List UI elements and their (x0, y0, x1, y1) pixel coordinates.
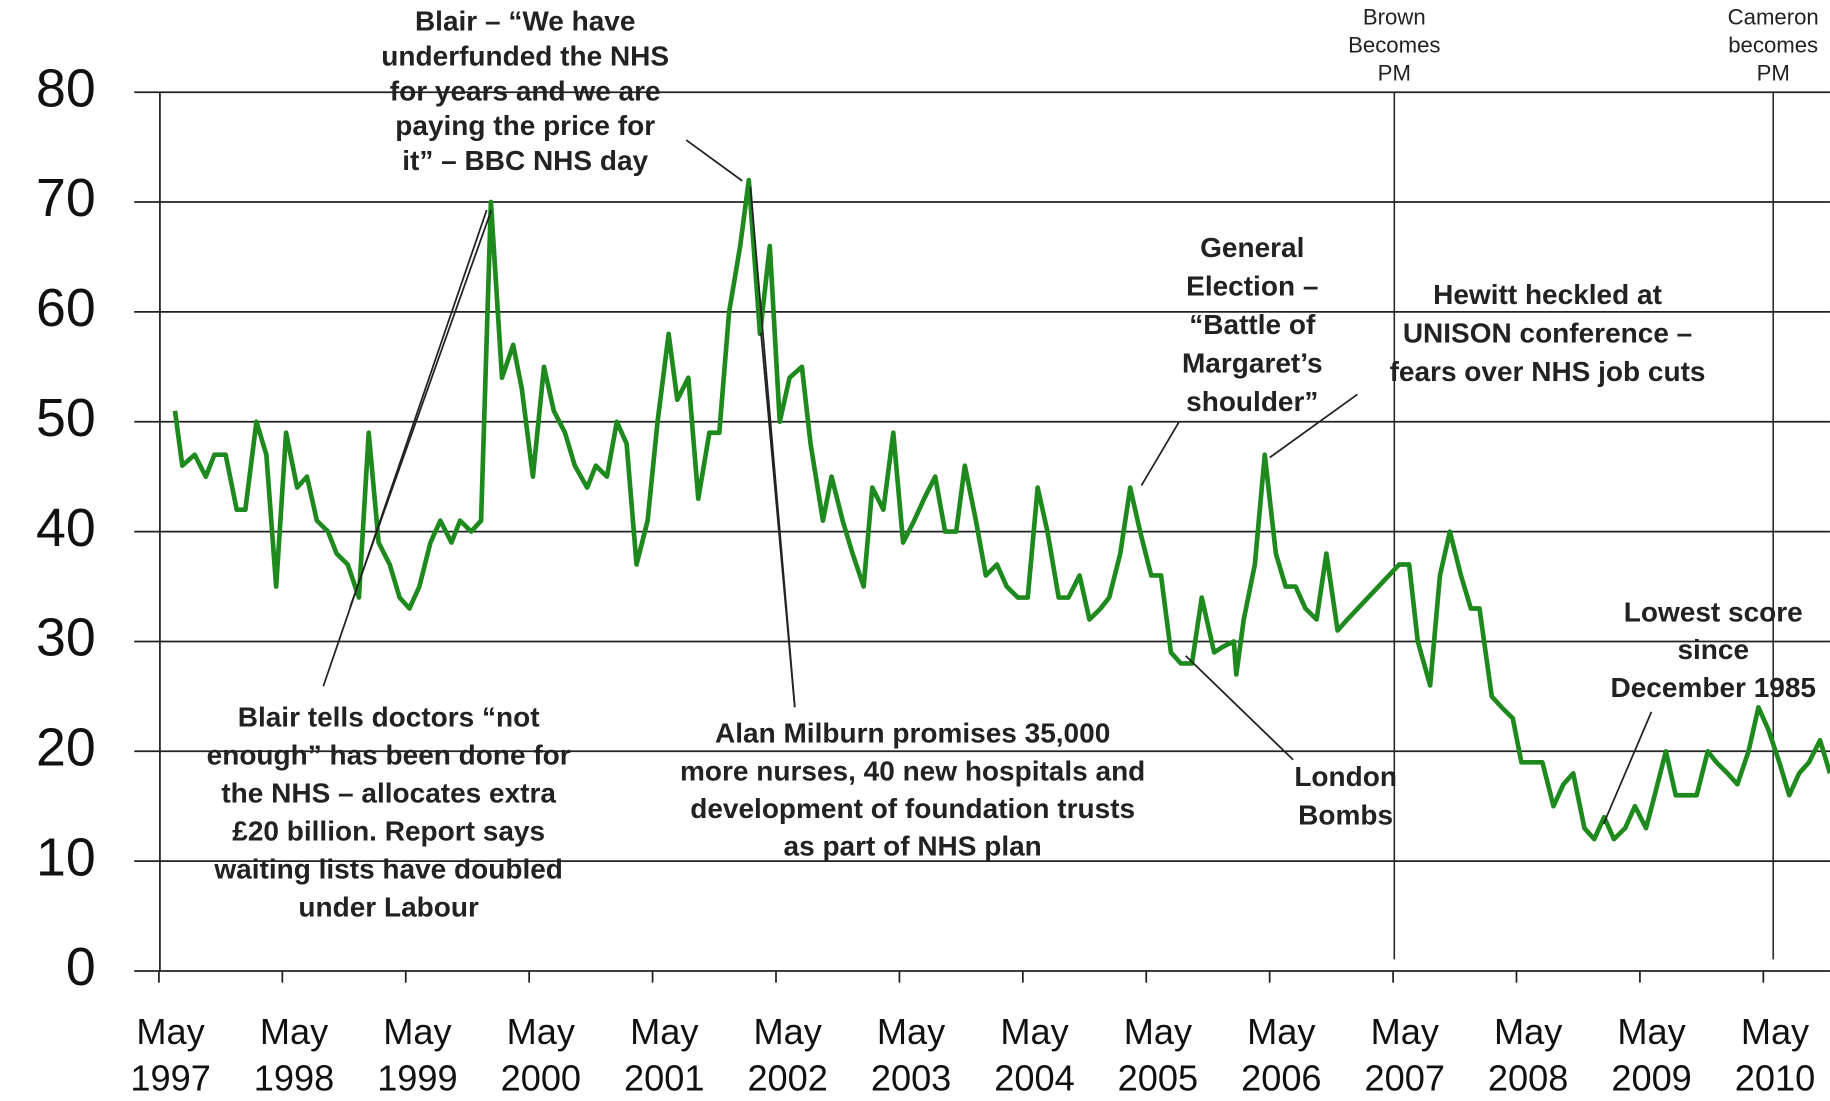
annotation: fears over NHS job cuts (1390, 356, 1706, 387)
annotation: shoulder” (1186, 386, 1318, 417)
annotation: Blair tells doctors “not (238, 701, 540, 732)
y-tick-label: 40 (36, 498, 96, 558)
annotation: Lowest score (1624, 596, 1803, 627)
annotation: General (1200, 232, 1304, 263)
annotation: it” – BBC NHS day (402, 145, 648, 176)
y-tick-label: 80 (36, 58, 96, 118)
x-tick-label: May 2002 (747, 1011, 827, 1099)
y-tick-label: 0 (66, 937, 96, 997)
leader-line (322, 209, 488, 687)
event-label: Brown (1363, 5, 1426, 30)
leader-line (1140, 422, 1180, 486)
annotation: underfunded the NHS (381, 41, 669, 72)
annotation: for years and we are (390, 75, 661, 106)
data-line (172, 177, 1830, 842)
leader-line (1269, 393, 1358, 459)
y-tick-label: 50 (36, 388, 96, 448)
annotation: Alan Milburn promises 35,000 (715, 718, 1110, 749)
annotation: paying the price for (395, 110, 655, 141)
x-tick-label: May 1999 (377, 1011, 457, 1099)
annotation: the NHS – allocates extra (221, 777, 556, 808)
leader-line (1185, 655, 1294, 761)
annotation: £20 billion. Report says (232, 815, 545, 846)
event-label: Cameron (1728, 5, 1819, 30)
leader-line (349, 209, 493, 608)
x-tick-label: May 2009 (1611, 1011, 1691, 1099)
leader-line (760, 332, 796, 708)
x-tick-label: May 2005 (1118, 1011, 1198, 1099)
x-tick-label: May 2003 (871, 1011, 951, 1099)
annotation: Election – (1186, 271, 1318, 302)
y-tick-label: 10 (36, 827, 96, 887)
x-tick-label: May 2008 (1488, 1011, 1568, 1099)
event-label: Becomes (1348, 33, 1440, 58)
y-tick-label: 30 (36, 608, 96, 668)
y-tick-label: 70 (36, 168, 96, 228)
y-tick-label: 20 (36, 717, 96, 777)
leader-line (685, 139, 743, 182)
x-tick-label: May 2000 (501, 1011, 581, 1099)
x-tick-label: May 1998 (254, 1011, 334, 1099)
event-label: becomes (1728, 33, 1818, 58)
annotation: enough” has been done for (207, 739, 571, 770)
annotation: Hewitt heckled at (1433, 279, 1662, 310)
annotation: more nurses, 40 new hospitals and (680, 755, 1145, 786)
annotation: development of foundation trusts (690, 793, 1135, 824)
annotation: since (1677, 634, 1749, 665)
annotation: Blair – “We have (415, 6, 635, 37)
x-tick-label: May 2010 (1735, 1011, 1815, 1099)
annotation: under Labour (298, 892, 479, 923)
leader-line (1602, 711, 1653, 825)
annotation: Bombs (1298, 799, 1393, 830)
annotation: waiting lists have doubled (213, 853, 563, 884)
annotation: as part of NHS plan (784, 831, 1042, 862)
annotation: Margaret’s (1182, 348, 1323, 379)
x-tick-label: May 1997 (130, 1011, 210, 1099)
annotation: UNISON conference – (1403, 317, 1692, 348)
event-label: PM (1378, 61, 1411, 86)
y-tick-label: 60 (36, 278, 96, 338)
event-label: PM (1757, 61, 1790, 86)
x-tick-label: May 2006 (1241, 1011, 1321, 1099)
annotation: December 1985 (1611, 672, 1816, 703)
annotation: London (1294, 761, 1397, 792)
x-tick-label: May 2004 (994, 1011, 1074, 1099)
x-tick-label: May 2001 (624, 1011, 704, 1099)
x-tick-label: May 2007 (1365, 1011, 1445, 1099)
annotation: “Battle of (1189, 309, 1316, 340)
